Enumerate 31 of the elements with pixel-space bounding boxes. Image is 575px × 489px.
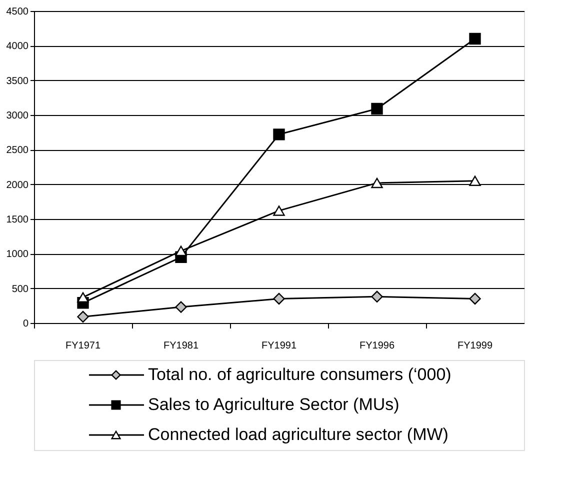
y-tick-label: 3500 xyxy=(6,76,29,87)
point xyxy=(273,206,285,216)
legend-label: Connected load agriculture sector (MW) xyxy=(148,425,448,444)
point xyxy=(175,246,187,256)
x-tick-label: FY1981 xyxy=(163,340,199,352)
y-tick-label: 4500 xyxy=(6,6,29,18)
point xyxy=(77,310,89,323)
y-tick-label: 1500 xyxy=(6,214,29,226)
point xyxy=(469,176,481,186)
point xyxy=(371,290,383,302)
point xyxy=(371,178,383,188)
y-tick-label: 500 xyxy=(12,284,29,295)
point xyxy=(469,32,481,45)
x-tick-label: FY1996 xyxy=(359,340,395,352)
point xyxy=(273,128,285,140)
point xyxy=(469,292,481,305)
y-tick-label: 2500 xyxy=(6,145,29,156)
point xyxy=(371,102,383,115)
point xyxy=(175,301,187,313)
point xyxy=(77,292,89,302)
point xyxy=(273,292,285,305)
x-tick-label: FY1999 xyxy=(457,340,493,352)
y-tick-label: 1000 xyxy=(6,249,29,260)
legend-label: Sales to Agriculture Sector (MUs) xyxy=(148,395,400,414)
x-tick-label: FY1991 xyxy=(261,340,297,352)
y-tick-label: 2000 xyxy=(6,180,29,191)
y-tick-label: 3000 xyxy=(6,110,29,122)
y-tick-label: 4000 xyxy=(6,41,29,52)
legend-label: Total no. of agriculture consumers (‘000) xyxy=(148,365,452,384)
x-tick-label: FY1971 xyxy=(65,340,101,352)
y-tick-label: 0 xyxy=(22,318,29,330)
